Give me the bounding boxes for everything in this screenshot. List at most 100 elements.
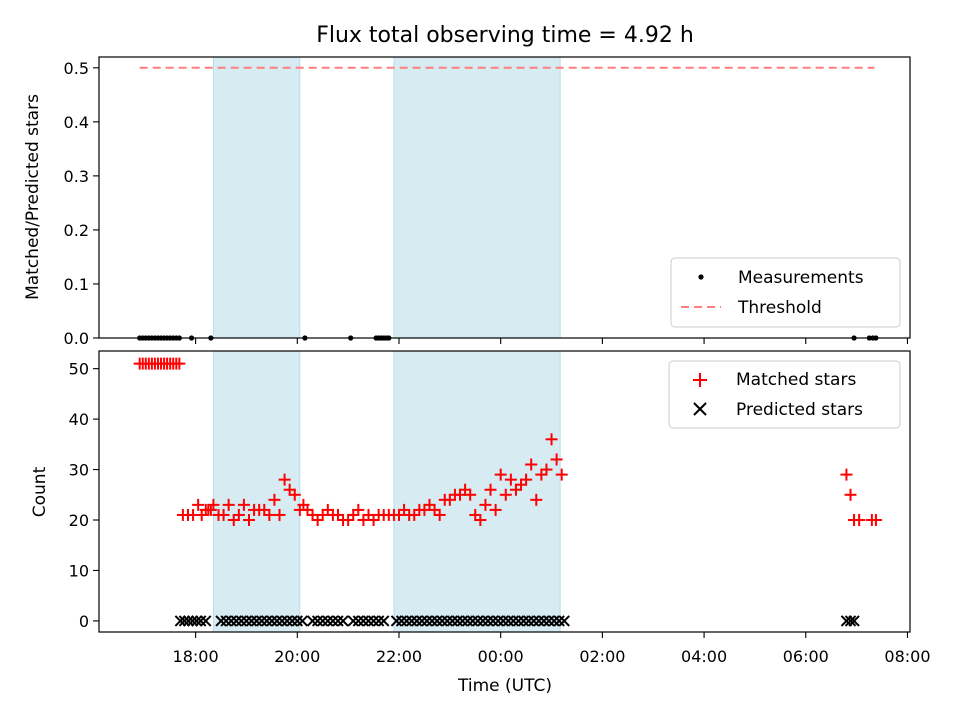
predicted-stars-point [194,615,207,627]
predicted-stars-point [306,615,319,627]
predicted-stars-point [502,615,515,627]
predicted-stars-point [421,615,433,627]
predicted-stars-point [200,615,212,627]
matched-stars-point [469,508,482,521]
matched-stars-point [232,508,245,521]
matched-stars-point [392,508,405,521]
predicted-stars-point [286,615,298,627]
predicted-stars-point [240,615,253,627]
matched-stars-point [306,508,319,521]
matched-stars-point [484,483,497,496]
matched-stars-point [545,433,558,446]
matched-stars-point [555,468,568,481]
x-tick-label: 18:00 [173,647,219,666]
predicted-stars-point [543,615,555,627]
matched-stars-point [173,357,186,370]
predicted-stars-point [477,615,489,627]
shaded-interval [393,350,561,633]
matched-stars-point [418,503,431,516]
matched-stars-point [204,503,217,516]
matched-stars-point [550,453,563,466]
predicted-stars-point [517,615,530,627]
y-tick-label: 50 [69,360,89,379]
predicted-stars-point [436,615,448,627]
count-panel-frame [98,350,911,633]
matched-stars-point [347,508,360,521]
predicted-stars-point [322,615,334,627]
predicted-stars-point [367,615,380,627]
predicted-stars-point [261,615,273,627]
legend-matched-marker [693,373,707,387]
y-tick-label: 0.4 [64,113,89,132]
count-panel: 0 10 20 30 40 50 18:00 20:00 22:00 00:00 02:00 04:… [30,350,931,696]
matched-stars-point [853,514,866,527]
matched-stars-point [454,488,467,501]
matched-stars-point [222,498,235,511]
y-tick-label: 0.3 [64,167,89,186]
predicted-stars-point [492,615,504,627]
predicted-stars-point [256,615,268,627]
matched-stars-point [316,508,329,521]
predicted-stars-point [472,615,484,627]
predicted-stars-point [553,615,565,627]
y-tick-label: 10 [69,561,89,580]
matched-stars-point [288,488,301,501]
predicted-stars-point [558,615,570,627]
matched-stars-point [459,483,472,496]
matched-stars-point [321,503,334,516]
matched-stars-point [840,468,853,481]
count-panel-ylabel: Count [30,466,50,517]
x-tick-label: 04:00 [681,647,727,666]
matched-stars-point [515,478,528,491]
predicted-stars-point [390,615,403,627]
predicted-stars-point [548,615,560,627]
predicted-stars-point [178,615,191,627]
predicted-stars-point [482,615,494,627]
y-tick-label: 30 [69,461,89,480]
predicted-stars-point [431,615,443,627]
predicted-stars-point [487,615,499,627]
legend-predicted-marker [693,402,707,416]
legend-measurements-label: Measurements [738,268,864,288]
matched-stars-point [192,498,205,511]
matched-stars-point [443,493,456,506]
y-tick-label: 0.1 [64,275,89,294]
matched-stars-point [268,493,281,506]
y-tick-label: 0.5 [64,59,89,78]
predicted-stars-point [291,615,304,627]
y-tick-label: 0.2 [64,221,89,240]
matched-stars-point [423,498,436,511]
predicted-stars-point [174,615,187,627]
x-tick-label: 06:00 [783,647,829,666]
matched-stars-point [479,498,492,511]
matched-stars-point [869,514,882,527]
predicted-stars-point [352,615,365,627]
y-tick-label: 0.0 [64,329,89,348]
predicted-stars-point [327,615,339,627]
predicted-stars-point [220,615,232,627]
predicted-stars-point [411,615,423,627]
matched-stars-point [398,503,411,516]
x-tick-label: 20:00 [274,647,320,666]
predicted-stars-point [378,615,390,627]
matched-stars-point [227,514,240,527]
x-tick-label: 08:00 [884,647,930,666]
y-tick-label: 40 [69,410,89,429]
matched-stars-point [352,503,365,516]
matched-stars-point [504,473,517,486]
ratio-panel-frame [98,56,911,339]
matched-stars-point [301,503,314,516]
predicted-stars-point [225,615,237,627]
predicted-stars-point [276,615,288,627]
matched-stars-point [242,514,255,527]
predicted-stars-point [317,615,329,627]
matched-stars-point [474,514,487,527]
matched-stars-point [489,503,502,516]
predicted-stars-point [538,615,550,627]
predicted-stars-point [296,615,309,627]
predicted-stars-point [512,615,525,627]
predicted-stars-point [182,615,195,627]
predicted-stars-point [311,615,324,627]
matched-stars-point [273,508,286,521]
matched-stars-point [217,508,230,521]
